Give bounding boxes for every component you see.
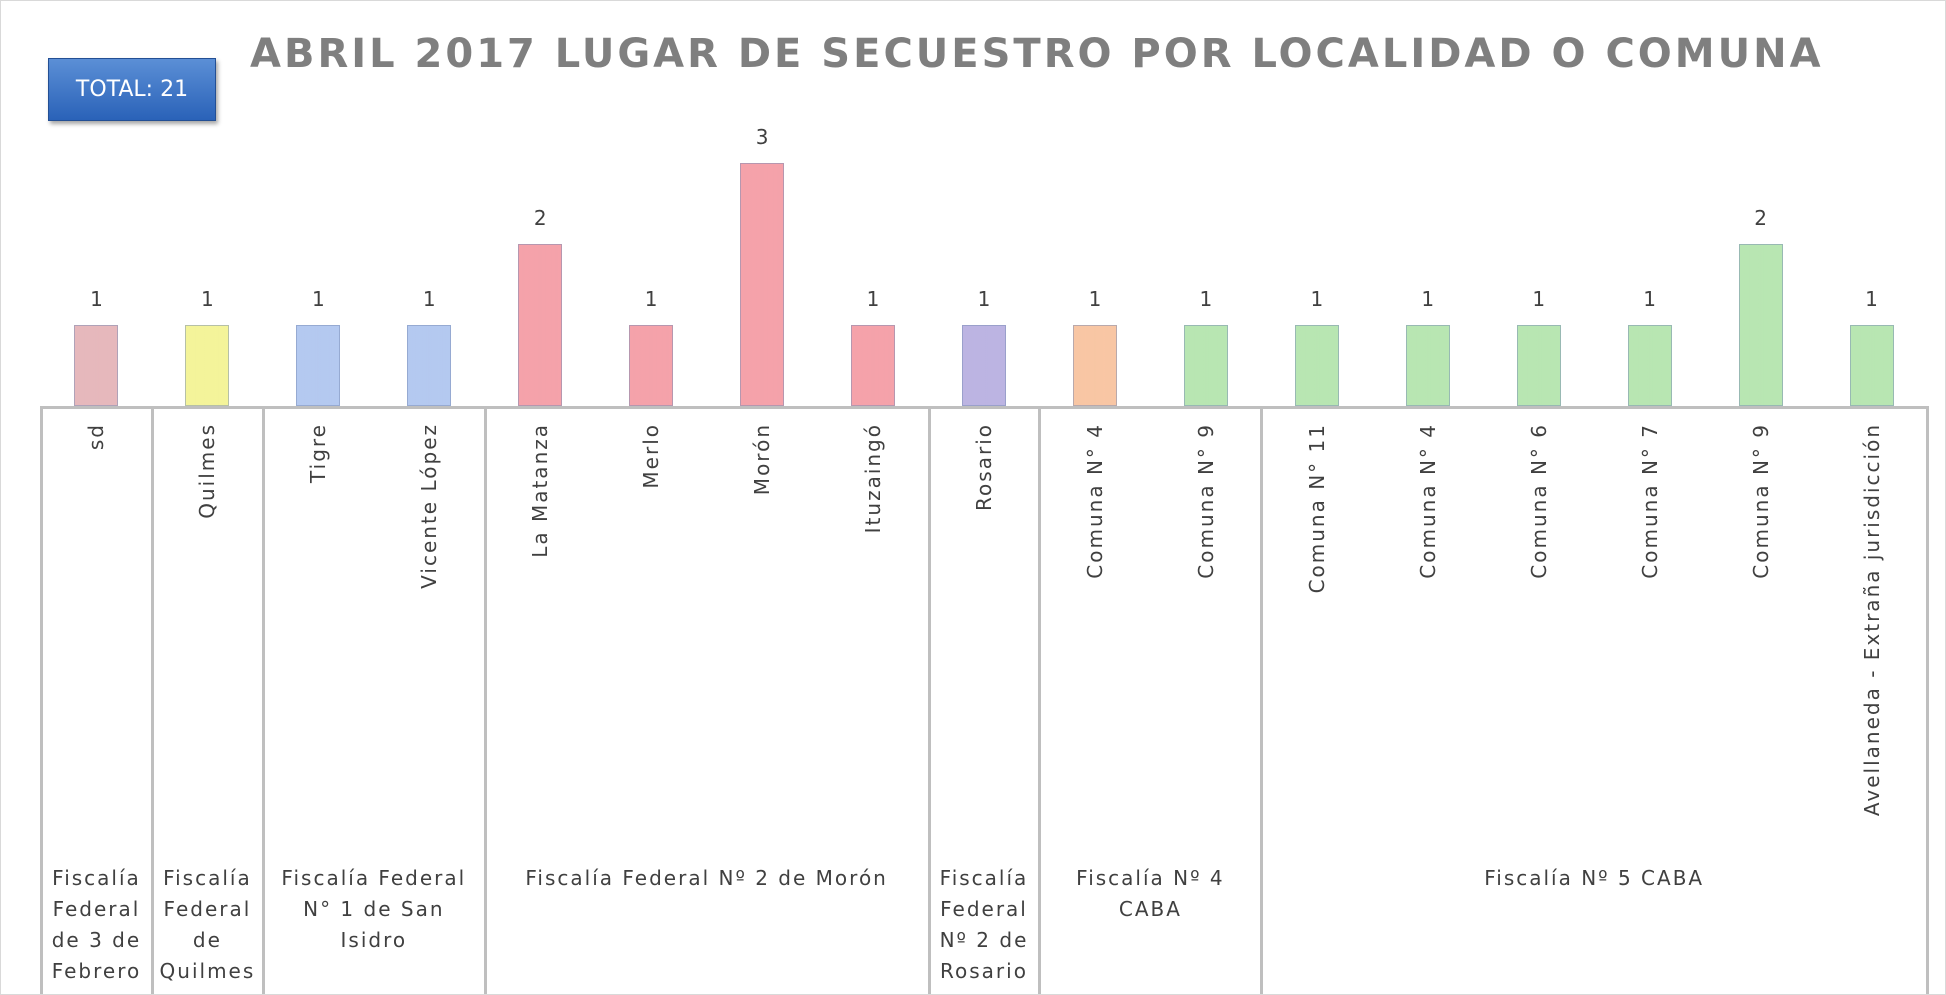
group-separator [261, 406, 265, 994]
value-label: 1 [1643, 287, 1656, 311]
bar [74, 325, 119, 406]
total-badge: TOTAL: 21 [48, 58, 216, 121]
value-label: 1 [1421, 287, 1435, 311]
value-label: 2 [1754, 206, 1767, 230]
bar [518, 244, 563, 406]
bar [1516, 325, 1561, 406]
group-label: Fiscalía Federal de 3 de Febrero [51, 866, 142, 983]
group-separator [40, 406, 43, 994]
value-label: 1 [422, 287, 436, 311]
group-label: Fiscalía Federal Nº 2 de Rosario [939, 866, 1029, 983]
group-label: Fiscalía Federal Nº 2 de Morón [525, 866, 888, 890]
group-separator [927, 406, 931, 994]
group-separator [1926, 406, 1929, 994]
value-label: 1 [1088, 287, 1102, 311]
value-label: 1 [977, 287, 991, 311]
category-label: Comuna N° 7 [1637, 423, 1662, 579]
bar [962, 325, 1006, 406]
category-label: Vicente López [417, 423, 442, 589]
bar [1738, 244, 1783, 406]
category-label: Comuna N° 4 [1415, 423, 1440, 579]
bar [629, 325, 674, 406]
value-label: 1 [201, 287, 214, 311]
group-label: Fiscalía Nº 5 CABA [1484, 866, 1705, 890]
value-label: 1 [1199, 287, 1213, 311]
bar [1072, 325, 1117, 406]
category-label: Comuna N° 9 [1748, 423, 1773, 579]
group-label: Fiscalía Federal de Quilmes [159, 866, 256, 983]
category-label: Quilmes [195, 423, 220, 519]
value-label: 2 [533, 206, 547, 230]
category-label: Comuna N° 6 [1526, 423, 1551, 579]
bar [185, 325, 230, 406]
group-label: Fiscalía Federal N° 1 de San Isidro [281, 866, 467, 952]
category-label: Merlo [639, 423, 664, 489]
bar [1183, 325, 1228, 406]
bar [1849, 325, 1894, 406]
value-label: 1 [311, 287, 325, 311]
category-label: Tigre [306, 423, 331, 483]
category-label: La Matanza [528, 423, 553, 558]
category-label: Rosario [972, 423, 996, 511]
category-label: sd [84, 423, 109, 451]
value-label: 1 [1865, 287, 1878, 311]
bar [296, 325, 341, 406]
bar [407, 325, 452, 406]
group-label: Fiscalía Nº 4 CABA [1076, 866, 1225, 921]
group-separator [1038, 406, 1042, 994]
bar [1405, 325, 1450, 406]
value-label: 1 [866, 287, 880, 311]
category-label: Ituzaingó [861, 423, 886, 534]
category-label: Comuna N° 9 [1193, 423, 1218, 579]
group-separator [483, 406, 487, 994]
bar [740, 163, 785, 406]
value-label: 1 [90, 287, 103, 311]
bar [1294, 325, 1339, 406]
group-separator [150, 406, 154, 994]
value-label: 1 [644, 287, 658, 311]
chart-title: ABRIL 2017 LUGAR DE SECUESTRO POR LOCALI… [250, 31, 1824, 77]
value-label: 1 [1310, 287, 1324, 311]
bar [1627, 325, 1672, 406]
value-label: 1 [1532, 287, 1546, 311]
bar [851, 325, 896, 406]
category-label: Comuna N° 11 [1304, 423, 1329, 594]
category-label: Comuna N° 4 [1082, 423, 1107, 579]
group-separator [1260, 406, 1264, 994]
value-label: 3 [755, 125, 769, 149]
x-axis [41, 406, 1927, 409]
category-label: Avellaneda - Extraña jurisdicción [1859, 423, 1884, 817]
category-label: Morón [750, 423, 775, 496]
